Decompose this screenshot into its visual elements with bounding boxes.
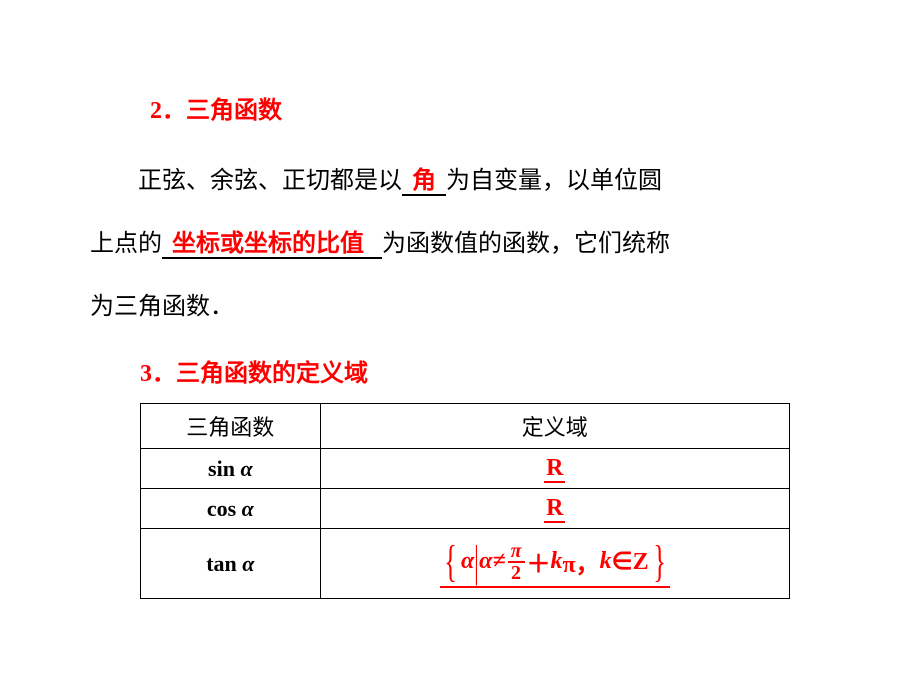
set-bar: |	[475, 540, 479, 584]
para-line1: 正弦、余弦、正切都是以 角 为自变量，以单位圆	[90, 155, 830, 208]
func-prefix: sin	[208, 456, 240, 481]
func-cos: cos α	[141, 489, 321, 529]
header-func: 三角函数	[141, 404, 321, 449]
domain-R: R	[544, 455, 565, 483]
table-header-row: 三角函数 定义域	[141, 404, 790, 449]
left-brace: {	[444, 540, 457, 584]
heading3-title: 三角函数的定义域	[176, 361, 368, 387]
para-part1: 正弦、余弦、正切都是以	[138, 168, 402, 194]
frac-den: 2	[508, 563, 524, 583]
func-tan: tan α	[141, 529, 321, 599]
section-heading-3: 3．三角函数的定义域	[140, 353, 830, 388]
domain-R: R	[544, 495, 565, 523]
func-var: α	[242, 551, 254, 576]
heading2-number: 2．	[150, 98, 186, 124]
domain-tan: { α | α≠ π 2 ＋ k π， k ∈Z }	[320, 529, 789, 599]
para-part4: 为函数值的函数，它们统称	[382, 231, 670, 257]
definition-paragraph: 正弦、余弦、正切都是以 角 为自变量，以单位圆 上点的 坐标或坐标的比值 为函数…	[90, 155, 830, 333]
para-part2: 为自变量，以单位圆	[446, 168, 662, 194]
func-prefix: tan	[206, 551, 242, 576]
para-line2: 上点的 坐标或坐标的比值 为函数值的函数，它们统称	[90, 218, 830, 271]
set-neq: α≠	[479, 548, 505, 575]
header-domain: 定义域	[320, 404, 789, 449]
fraction-pi-2: π 2	[508, 541, 525, 583]
heading2-title: 三角函数	[186, 98, 282, 124]
para-line3: 为三角函数．	[90, 281, 830, 334]
right-brace: }	[653, 540, 666, 584]
para-part3: 上点的	[90, 231, 162, 257]
heading3-number: 3．	[140, 361, 176, 387]
domain-cos: R	[320, 489, 789, 529]
set-var: α	[461, 548, 474, 575]
section-heading-2: 2．三角函数	[150, 90, 830, 125]
func-var: α	[242, 496, 254, 521]
set-plus: ＋	[527, 544, 551, 579]
set-k: k	[551, 548, 563, 575]
domain-set: { α | α≠ π 2 ＋ k π， k ∈Z }	[440, 540, 670, 588]
blank-angle: 角	[402, 168, 446, 196]
table-row: sin α R	[141, 449, 790, 489]
blank-coord: 坐标或坐标的比值	[162, 231, 382, 259]
para-part5: 为三角函数．	[90, 294, 234, 320]
domain-sin: R	[320, 449, 789, 489]
table-row: tan α { α | α≠ π 2 ＋ k π， k ∈Z }	[141, 529, 790, 599]
func-prefix: cos	[207, 496, 242, 521]
set-pi: π，	[563, 544, 600, 579]
set-k2: k	[600, 548, 612, 575]
set-in: ∈Z	[612, 547, 649, 576]
func-sin: sin α	[141, 449, 321, 489]
func-var: α	[240, 456, 252, 481]
table-row: cos α R	[141, 489, 790, 529]
domain-table: 三角函数 定义域 sin α R cos α R tan α { α | α≠	[140, 403, 790, 599]
frac-num: π	[508, 541, 525, 563]
